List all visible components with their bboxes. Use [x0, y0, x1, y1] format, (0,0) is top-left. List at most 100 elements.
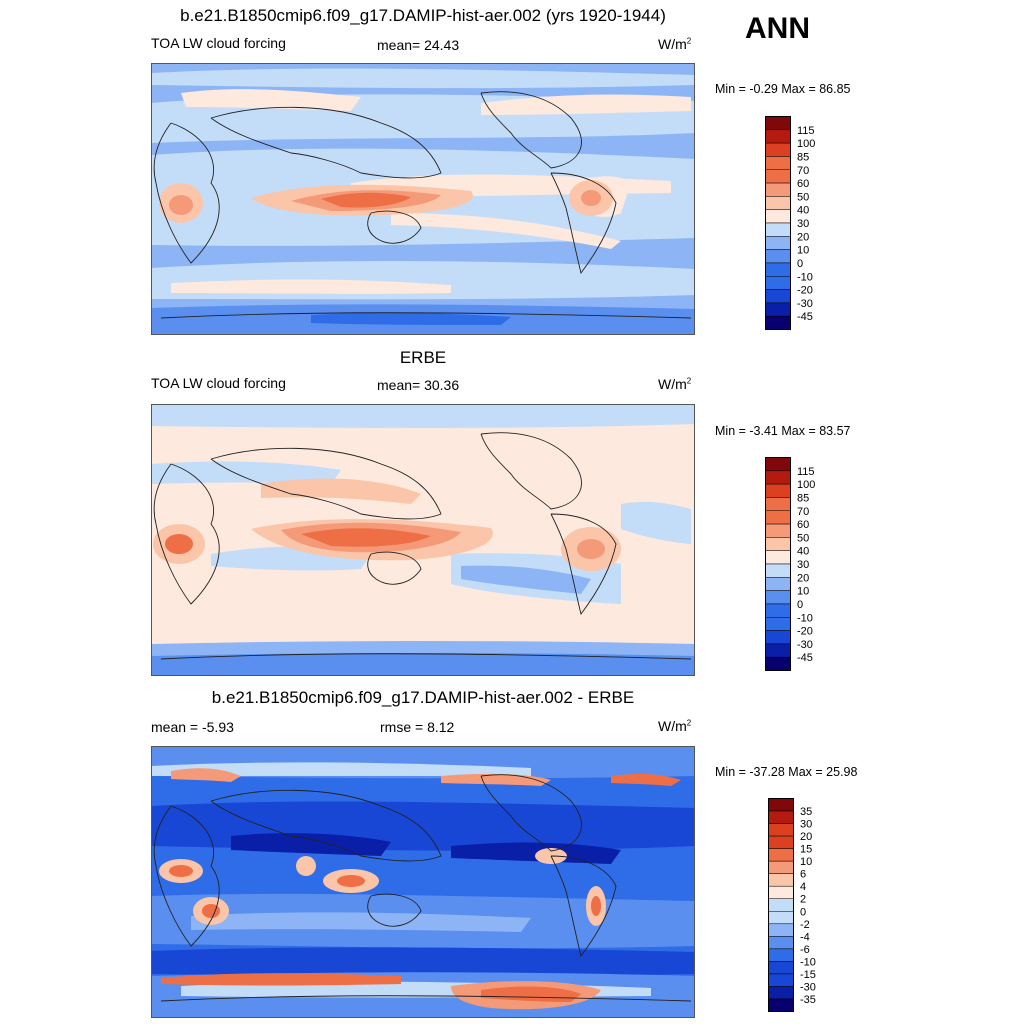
colorbar-tick-label: -20	[797, 626, 813, 638]
colorbar-swatch	[765, 523, 791, 538]
panel-obs-variable-label: TOA LW cloud forcing	[151, 375, 286, 391]
colorbar-swatch	[768, 873, 794, 887]
colorbar-tick-label: -15	[800, 969, 816, 981]
colorbar-swatch	[765, 196, 791, 210]
colorbar-swatch	[765, 470, 791, 485]
colorbar-swatch	[768, 948, 794, 962]
panel-diff-colorbar-swatches	[768, 798, 794, 1012]
panel-diff-rmse-label: rmse = 8.12	[380, 719, 455, 735]
colorbar-tick-label: 50	[797, 532, 809, 544]
colorbar-swatch	[765, 483, 791, 498]
colorbar-swatch	[765, 156, 791, 170]
colorbar-tick-label: 85	[797, 492, 809, 504]
colorbar-swatch	[768, 860, 794, 874]
colorbar-tick-label: 100	[797, 479, 815, 491]
colorbar-swatch	[765, 656, 791, 671]
colorbar-swatch	[765, 550, 791, 565]
colorbar-tick-label: 30	[800, 819, 812, 831]
panel-obs-map	[151, 404, 695, 676]
colorbar-tick-label: 70	[797, 165, 809, 177]
colorbar-tick-label: 20	[800, 831, 812, 843]
panel-obs-mean-label: mean= 30.36	[377, 377, 460, 393]
colorbar-tick-label: -30	[797, 298, 813, 310]
colorbar-tick-label: 40	[797, 205, 809, 217]
panel-model-mean-label: mean= 24.43	[377, 37, 460, 53]
colorbar-swatch	[768, 848, 794, 862]
colorbar-swatch	[765, 630, 791, 645]
colorbar-tick-label: 115	[797, 125, 815, 137]
colorbar-swatch	[765, 590, 791, 605]
colorbar-tick-label: 10	[797, 245, 809, 257]
colorbar-tick-label: -20	[797, 285, 813, 297]
colorbar-tick-label: 10	[797, 586, 809, 598]
colorbar-tick-label: -30	[800, 981, 816, 993]
colorbar-tick-label: -10	[797, 612, 813, 624]
colorbar-swatch	[768, 936, 794, 950]
colorbar-swatch	[768, 823, 794, 837]
colorbar-swatch	[765, 302, 791, 317]
colorbar-swatch	[768, 911, 794, 925]
colorbar-swatch	[765, 276, 791, 290]
colorbar-tick-label: -10	[800, 956, 816, 968]
colorbar-swatch	[765, 577, 791, 591]
colorbar-swatch	[768, 835, 794, 849]
panel-obs-colorbar-swatches	[765, 457, 791, 671]
panel-model-map	[151, 63, 695, 335]
colorbar-tick-label: 10	[800, 856, 812, 868]
colorbar-swatch	[768, 798, 794, 812]
colorbar-tick-label: 0	[800, 906, 806, 918]
colorbar-tick-label: 100	[797, 138, 815, 150]
season-label: ANN	[745, 12, 810, 45]
colorbar-tick-label: 115	[797, 466, 815, 478]
panel-diff-units: W/m2	[658, 718, 692, 734]
colorbar-swatch	[768, 961, 794, 975]
panel-diff-mean-label: mean = -5.93	[151, 719, 234, 735]
colorbar-tick-label: 20	[797, 572, 809, 584]
colorbar-swatch	[765, 289, 791, 304]
panel-diff-title: b.e21.B1850cmip6.f09_g17.DAMIP-hist-aer.…	[211, 688, 635, 707]
colorbar-tick-label: 60	[797, 519, 809, 531]
colorbar-tick-label: -10	[797, 271, 813, 283]
colorbar-swatch	[768, 885, 794, 899]
colorbar-tick-label: 70	[797, 506, 809, 518]
colorbar-tick-label: 50	[797, 191, 809, 203]
colorbar-swatch	[765, 209, 791, 224]
colorbar-tick-label: 30	[797, 218, 809, 230]
colorbar-swatch	[768, 973, 794, 987]
colorbar-swatch	[765, 563, 791, 578]
colorbar-tick-label: 20	[797, 231, 809, 243]
panel-model-minmax: Min = -0.29 Max = 86.85	[715, 82, 851, 96]
panel-diff-minmax: Min = -37.28 Max = 25.98	[715, 765, 858, 779]
panel-model-colorbar-swatches	[765, 116, 791, 330]
panel-model-variable-label: TOA LW cloud forcing	[151, 35, 286, 51]
colorbar-tick-label: 2	[800, 894, 806, 906]
colorbar-swatch	[765, 169, 791, 184]
colorbar-swatch	[768, 986, 794, 1000]
panel-model-units: W/m2	[658, 36, 692, 52]
colorbar-swatch	[765, 603, 791, 618]
colorbar-tick-label: 40	[797, 546, 809, 558]
colorbar-swatch	[768, 898, 794, 912]
colorbar-tick-label: -45	[797, 652, 813, 664]
panel-model-title: b.e21.B1850cmip6.f09_g17.DAMIP-hist-aer.…	[180, 6, 666, 25]
colorbar-swatch	[765, 236, 791, 250]
colorbar-tick-label: 30	[797, 559, 809, 571]
colorbar-swatch	[765, 497, 791, 511]
colorbar-tick-label: -6	[800, 944, 810, 956]
colorbar-swatch	[768, 810, 794, 824]
colorbar-tick-label: 6	[800, 869, 806, 881]
colorbar-swatch	[765, 510, 791, 525]
colorbar-swatch	[768, 998, 794, 1012]
colorbar-swatch	[765, 617, 791, 631]
colorbar-swatch	[765, 457, 791, 472]
panel-obs-units: W/m2	[658, 376, 692, 392]
colorbar-swatch	[765, 116, 791, 131]
colorbar-swatch	[765, 142, 791, 157]
colorbar-tick-label: 0	[797, 258, 803, 270]
colorbar-tick-label: 0	[797, 599, 803, 611]
